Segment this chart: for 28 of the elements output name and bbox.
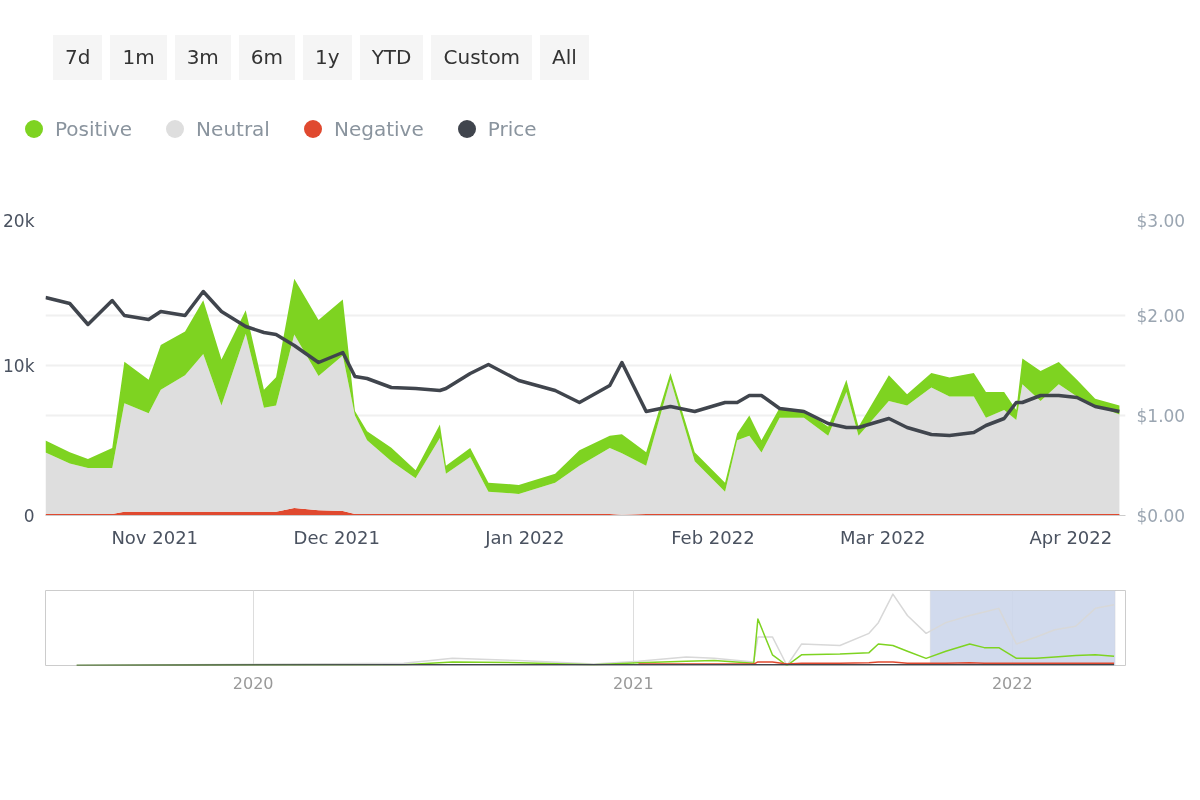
y-tick-label: 20k [3, 210, 35, 231]
x-tick-label: Dec 2021 [293, 526, 380, 548]
y2-tick-label: $3.00 [1136, 210, 1186, 231]
y2-tick-label: $2.00 [1136, 305, 1186, 326]
x-tick-label: Nov 2021 [111, 526, 199, 548]
text: YTD [359, 35, 424, 80]
legend-label: Price [486, 116, 537, 143]
x-tick-label: 2020 [232, 673, 274, 693]
text: 1y [303, 35, 352, 80]
legend-label: Neutral [195, 116, 270, 143]
text: 7d [53, 35, 103, 80]
x-tick-label: 2021 [612, 673, 654, 693]
text: Custom [431, 35, 533, 80]
legend-label: Negative [332, 116, 424, 143]
x-tick-label: Apr 2022 [1029, 526, 1113, 548]
legend-label: Positive [54, 116, 133, 143]
x-tick-label: Mar 2022 [840, 526, 926, 548]
text: All [540, 35, 589, 80]
x-tick-label: Feb 2022 [671, 526, 755, 548]
x-tick-label: Jan 2022 [484, 526, 565, 548]
text: 6m [238, 35, 296, 80]
text: 3m [174, 35, 231, 80]
text: 1m [110, 35, 167, 80]
y2-tick-label: $1.00 [1136, 405, 1186, 426]
y2-tick-label: $0.00 [1136, 505, 1186, 526]
x-tick-label: 2022 [991, 673, 1033, 693]
y-tick-label: 10k [3, 355, 35, 376]
y-tick-label: 0 [23, 505, 35, 526]
